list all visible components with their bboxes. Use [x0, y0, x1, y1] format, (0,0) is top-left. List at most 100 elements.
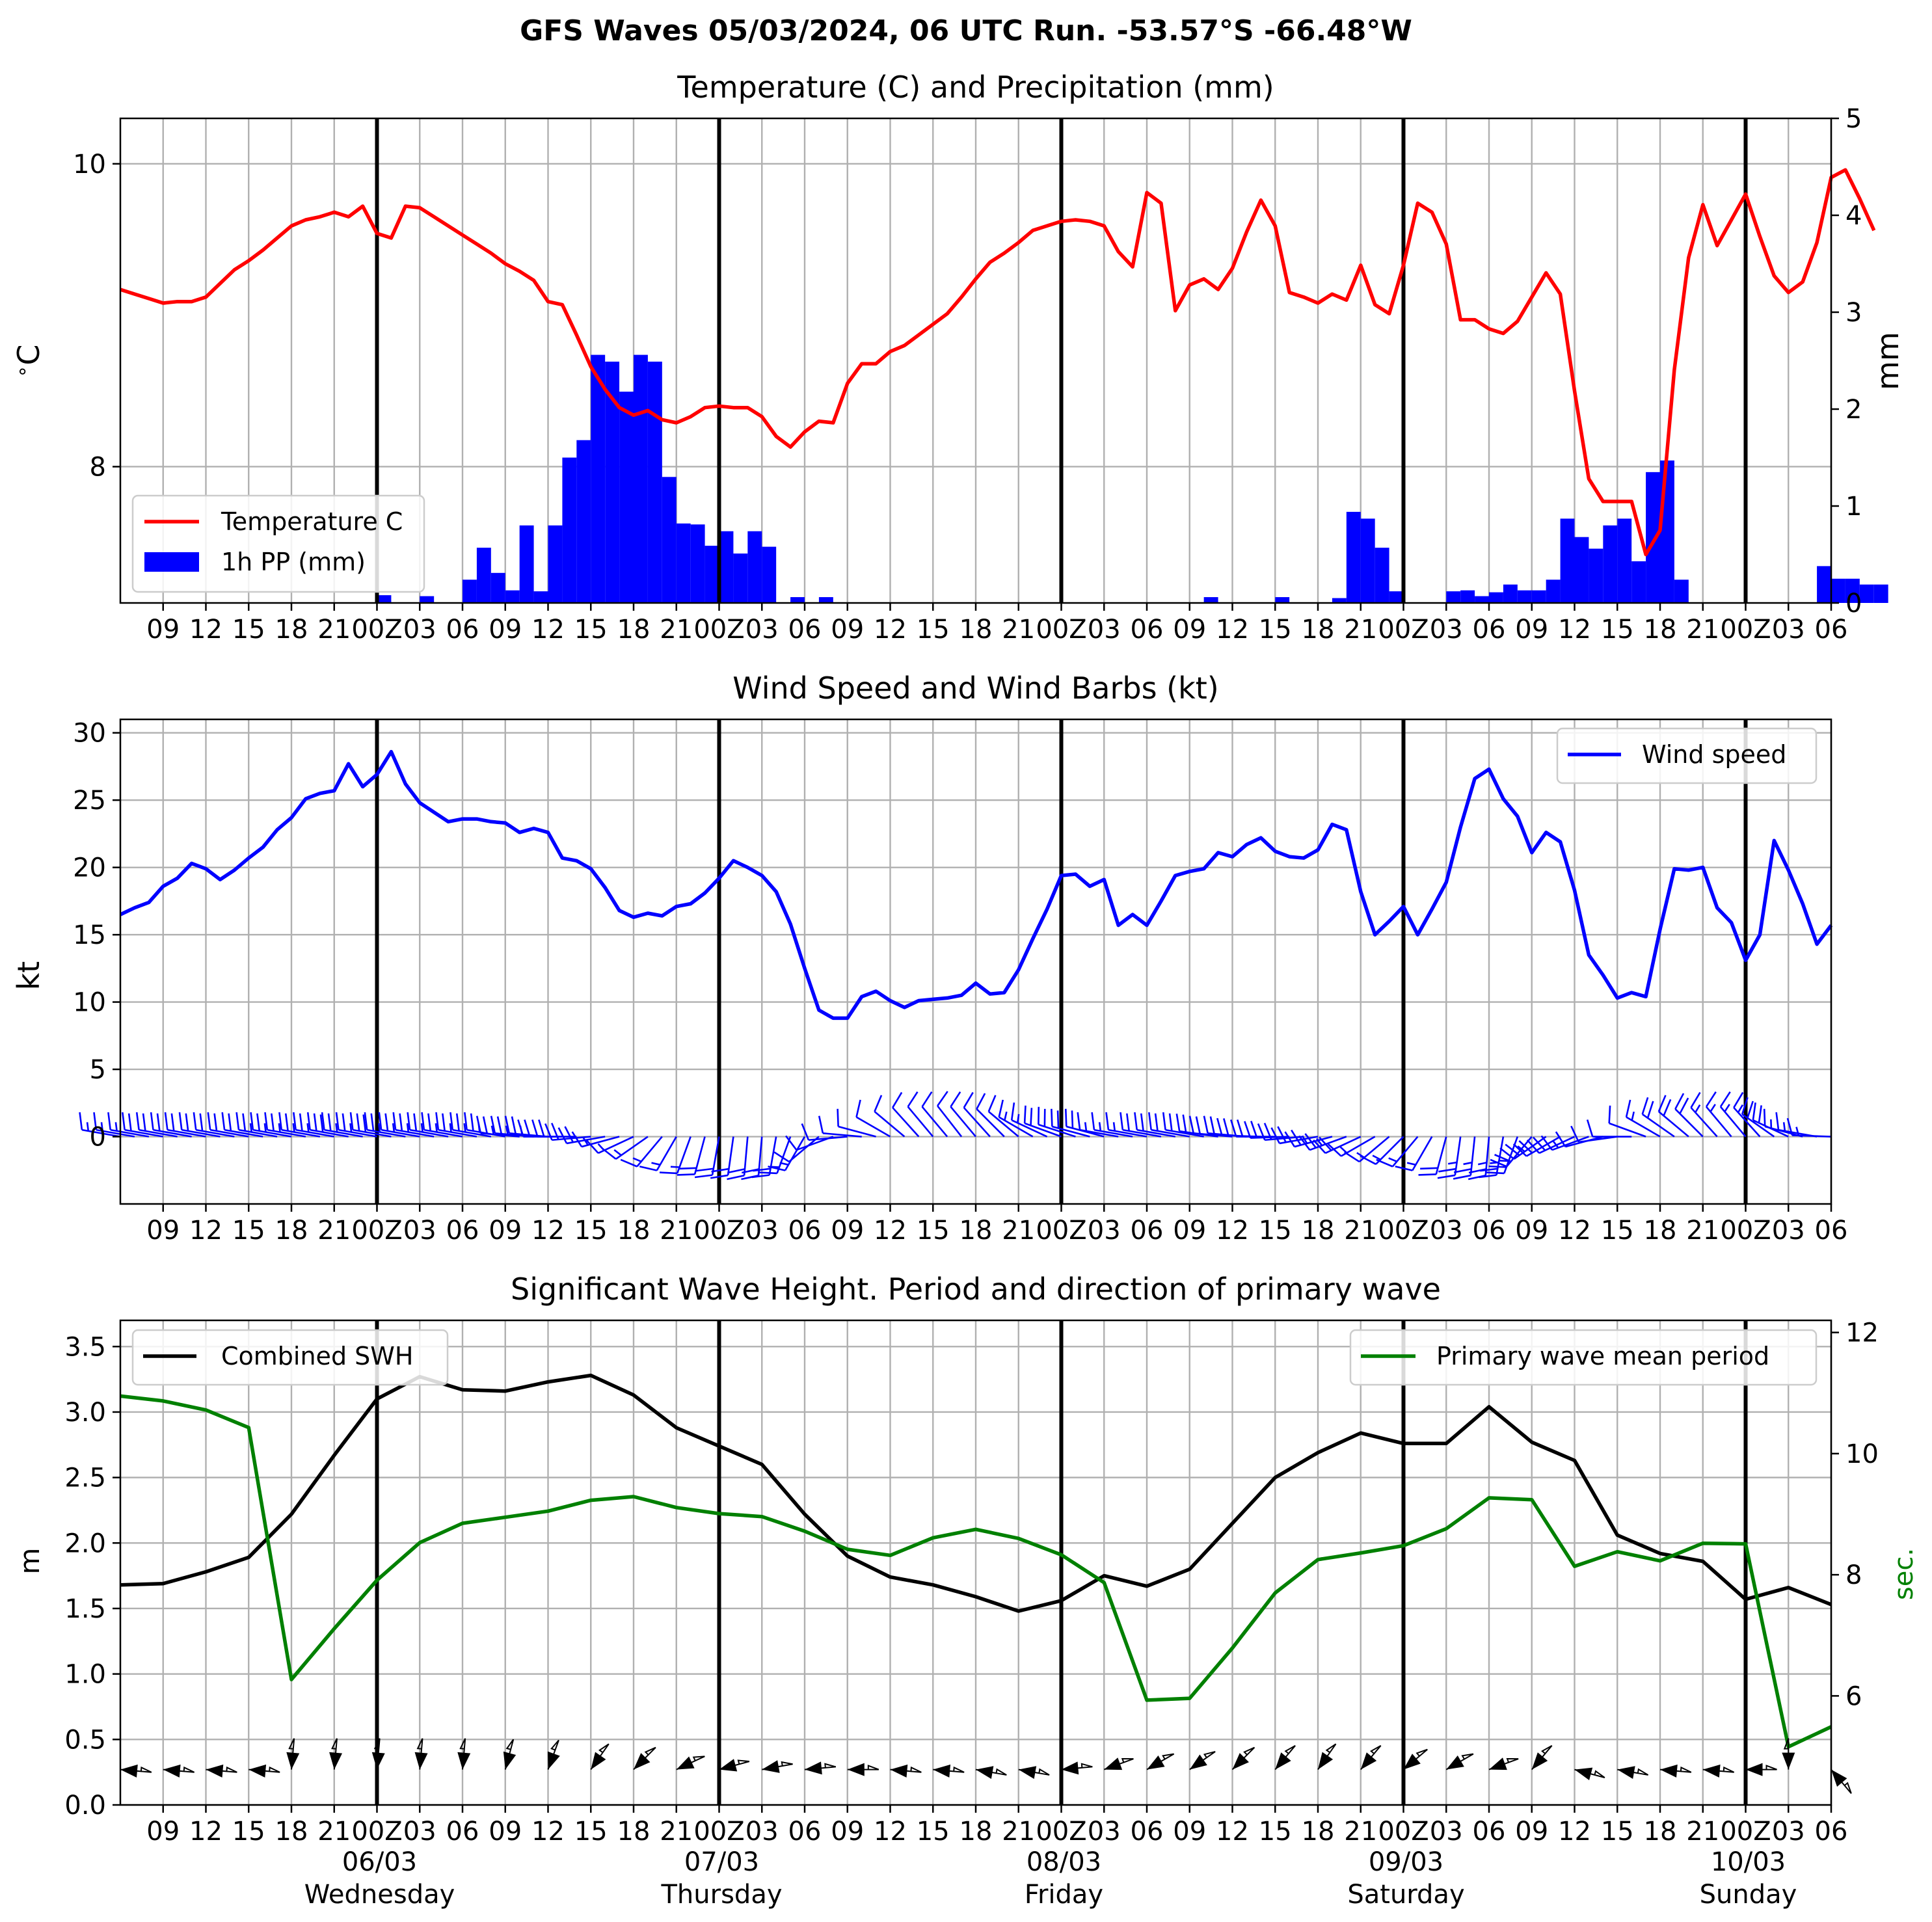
wind-barb-staff	[1136, 1128, 1176, 1138]
wind-barb-feather	[321, 1112, 325, 1130]
wind-barb-feather	[185, 1113, 189, 1132]
x-tick-label: 15	[1259, 1817, 1292, 1847]
arrow-head	[1531, 1752, 1548, 1770]
wind-barb-feather	[342, 1113, 346, 1132]
wind-barb-feather	[1051, 1108, 1053, 1127]
x-tick-label: 06	[1473, 615, 1506, 645]
panel3-title: Significant Wave Height. Period and dire…	[511, 1272, 1441, 1307]
x-tick-label: 09	[1173, 615, 1206, 645]
wave-direction-arrow	[414, 1738, 428, 1770]
wave-direction-arrow	[1317, 1743, 1337, 1770]
wind-barb-feather	[1786, 1117, 1793, 1136]
wind-barb-feather	[293, 1112, 297, 1130]
wind-barb-feather	[407, 1112, 411, 1130]
arrow-head	[1147, 1755, 1165, 1770]
wind-barb-feather	[1291, 1129, 1302, 1146]
wind-barb-staff	[181, 1128, 221, 1138]
panel3-legend-period: Primary wave mean period	[1349, 1329, 1818, 1386]
x-tick-label: 15	[917, 1817, 950, 1847]
wind-barb-feather	[711, 1168, 729, 1173]
wind-barb-feather	[1747, 1101, 1754, 1119]
wind-barb-feather	[1195, 1116, 1201, 1134]
arrow-head	[976, 1766, 994, 1779]
wind-barb-feather	[921, 1091, 933, 1108]
precip-bar	[548, 525, 563, 603]
x-tick-label: 03	[403, 1817, 436, 1847]
wind-barb-staff	[693, 1136, 706, 1175]
wind-barb-half-feather	[670, 1166, 680, 1168]
wave-direction-arrow	[457, 1738, 471, 1770]
wind-barb-staff	[1038, 1123, 1076, 1138]
wind-barbs	[79, 1091, 1832, 1181]
arrow-head	[676, 1756, 695, 1770]
wave-direction-arrow	[676, 1755, 705, 1770]
x-tick-label: 18	[617, 1216, 651, 1246]
wind-barb-half-feather	[292, 1123, 295, 1132]
x-tick-label: 03	[403, 1216, 436, 1246]
x-tick-label: 18	[275, 1216, 308, 1246]
x-tick-label: 00Z	[1378, 1216, 1429, 1246]
wind-barb-half-feather	[435, 1123, 438, 1132]
x-tick-label: 12	[1216, 1216, 1249, 1246]
wind-barb-staff	[950, 1106, 976, 1138]
wind-barb-feather	[585, 1139, 599, 1154]
x-tick-label: 09	[146, 1216, 180, 1246]
wind-barb-half-feather	[377, 1123, 381, 1132]
x-tick-label: 00Z	[351, 1216, 402, 1246]
wind-barb-staff	[822, 1132, 862, 1138]
x-tick-label: 21	[1686, 615, 1719, 645]
precip-bar	[591, 354, 606, 603]
y-tick-label: 3.0	[64, 1398, 106, 1428]
x-tick-label: 15	[917, 1216, 950, 1246]
wind-barb-feather	[122, 1112, 126, 1130]
wave-direction-arrow	[590, 1743, 610, 1770]
wind-barb-feather	[164, 1112, 168, 1130]
wind-barb-half-feather	[1631, 1111, 1635, 1121]
wave-direction-arrow	[847, 1763, 879, 1776]
wind-barb-staff	[1435, 1136, 1447, 1175]
wave-direction-arrow	[248, 1764, 280, 1778]
wind-barb-feather	[1646, 1101, 1654, 1119]
wind-barb-staff	[423, 1128, 463, 1138]
panel1-legend: Temperature C 1h PP (mm)	[131, 494, 425, 593]
wind-barb-feather	[1395, 1166, 1413, 1171]
day-date-label: 09/03	[1369, 1847, 1443, 1877]
panel2-frame	[119, 718, 1832, 1205]
x-tick-label: 12	[1216, 1817, 1249, 1847]
wind-barb-feather	[93, 1112, 98, 1130]
period-line	[120, 1394, 1832, 1749]
wind-barb-feather	[963, 1091, 974, 1108]
arrow-head	[1745, 1763, 1763, 1776]
x-tick-label: 21	[660, 1817, 693, 1847]
wind-barb-feather	[1223, 1118, 1229, 1136]
wind-barb-feather	[517, 1119, 524, 1137]
wind-barb-feather	[1453, 1174, 1471, 1180]
wind-barb-feather	[464, 1112, 468, 1130]
wave-direction-arrow	[1445, 1753, 1474, 1770]
wind-barb-feather	[1188, 1115, 1194, 1134]
precip-bar	[1660, 460, 1674, 603]
x-tick-label: 21	[1686, 1216, 1719, 1246]
y-tick-label: 30	[73, 719, 106, 749]
wind-barb-staff	[153, 1128, 192, 1138]
precip-bar	[1203, 597, 1218, 603]
precip-bar	[1817, 566, 1831, 603]
wind-barb-feather	[751, 1174, 770, 1179]
wind-barb-feather	[1719, 1091, 1731, 1108]
wind-barb-feather	[278, 1112, 283, 1130]
legend-period: Primary wave mean period	[1436, 1342, 1769, 1370]
arrow-head	[1617, 1766, 1635, 1779]
y-tick-label: 10	[73, 988, 106, 1018]
x-tick-label: 00Z	[351, 1817, 402, 1847]
arrow-head	[547, 1751, 560, 1770]
wave-direction-arrow	[1018, 1766, 1050, 1779]
wind-barb-feather	[937, 1091, 948, 1106]
wind-barb-staff	[1674, 1108, 1704, 1138]
arrow-head	[1275, 1752, 1291, 1770]
wind-barb-feather	[1663, 1099, 1672, 1116]
wind-barb-feather	[199, 1113, 204, 1132]
precip-bar	[1375, 548, 1389, 603]
x-tick-label: 21	[1344, 1817, 1377, 1847]
wind-barb-feather	[620, 1158, 637, 1168]
arrow-head	[762, 1760, 780, 1773]
